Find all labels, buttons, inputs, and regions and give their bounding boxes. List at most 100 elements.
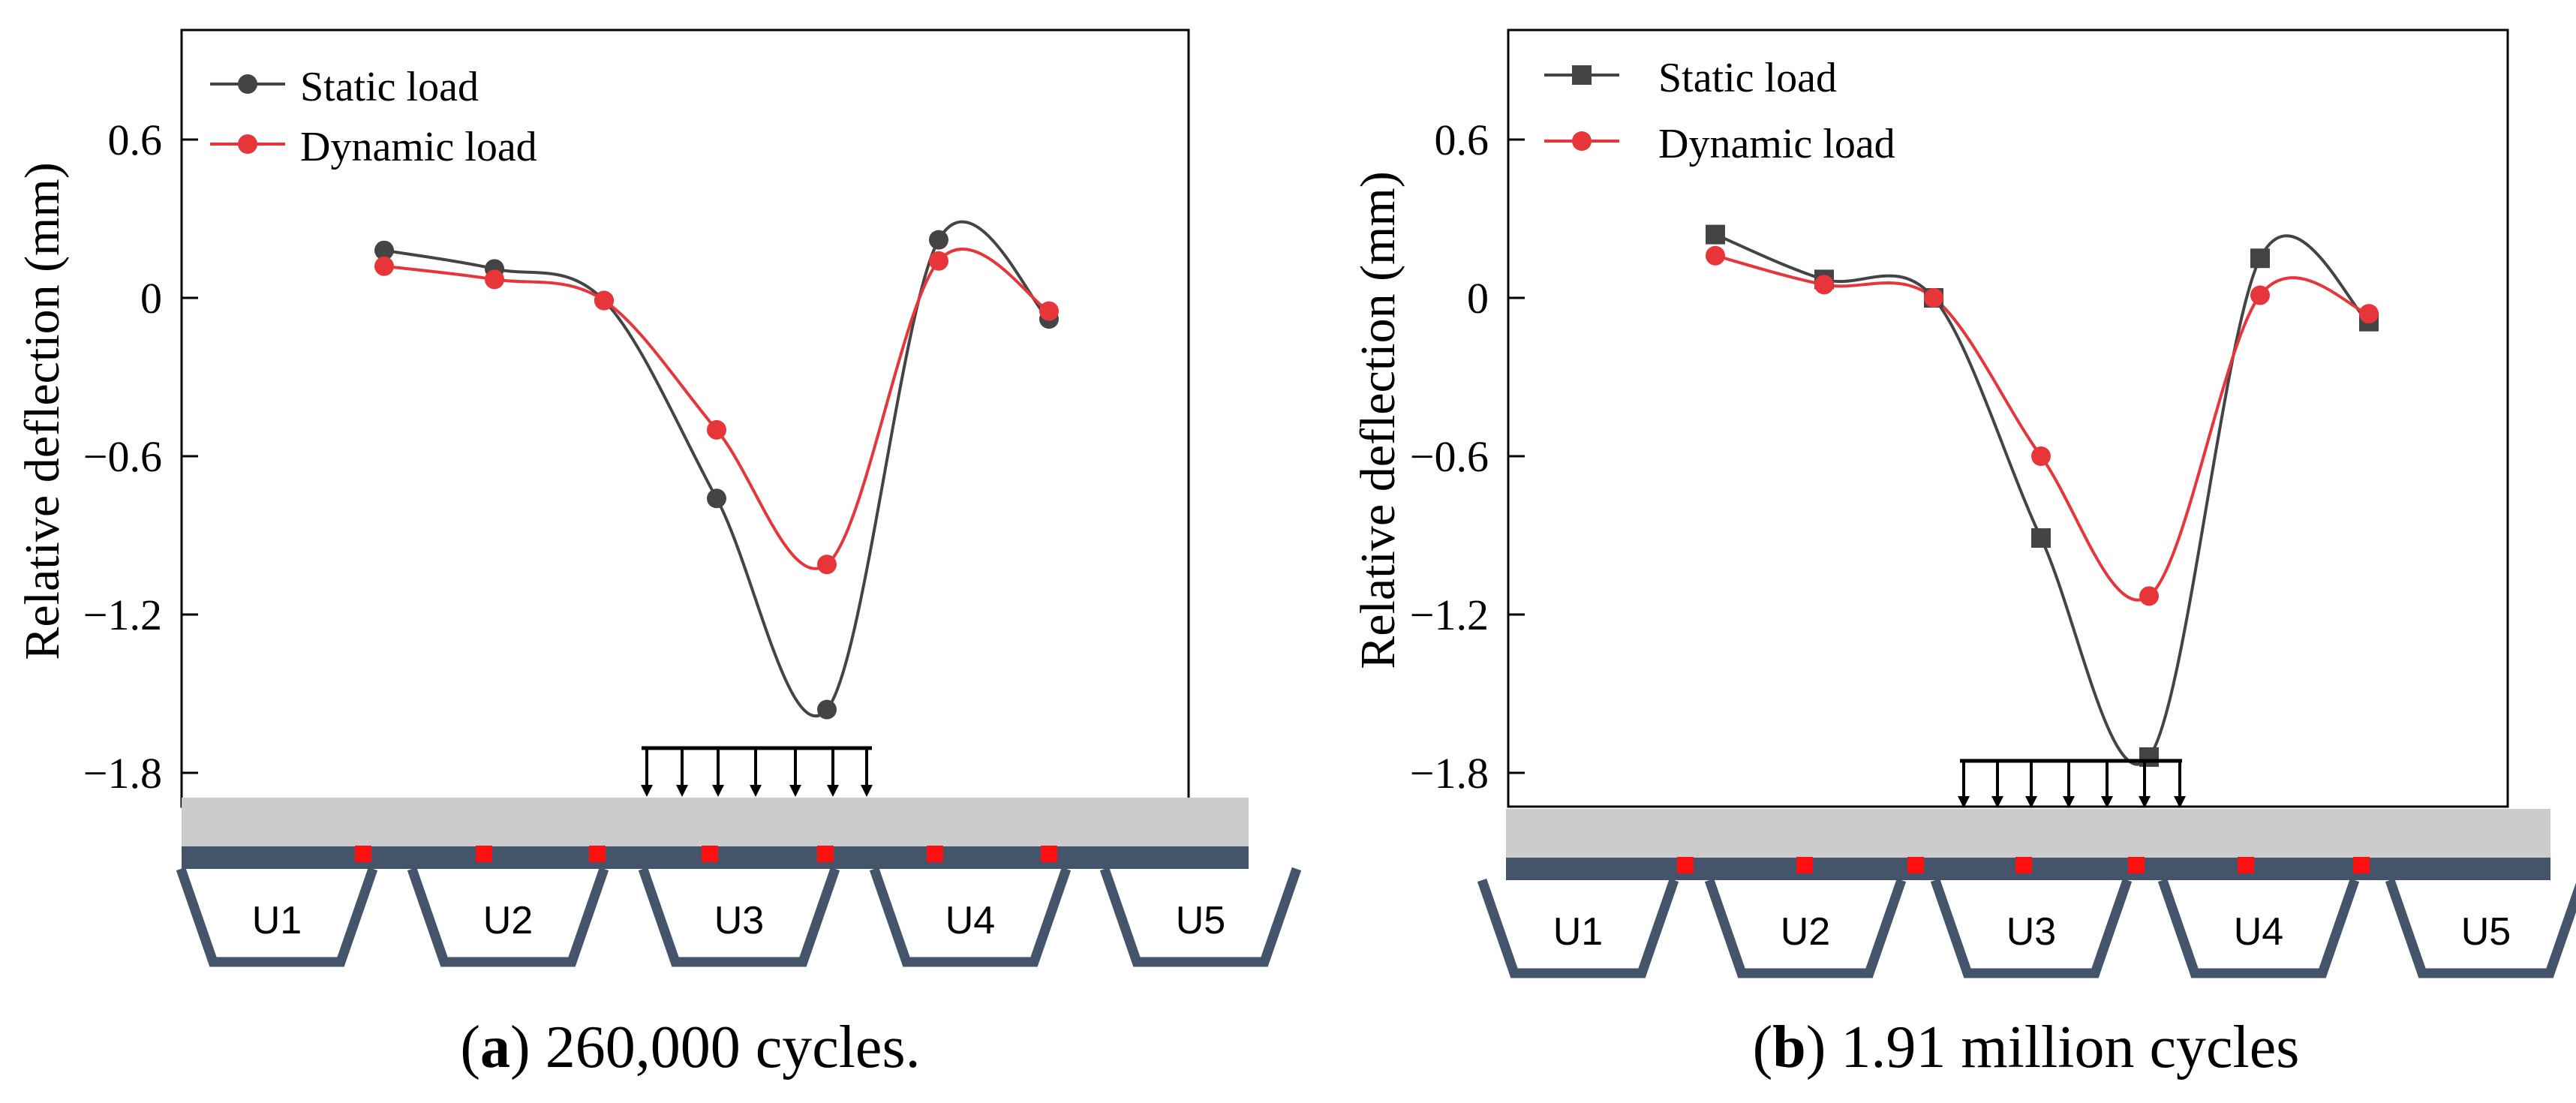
load-arrow-head [2139,796,2151,808]
measuring-point [927,846,943,862]
u-rib-label: U1 [1553,910,1603,954]
panel-a-caption-text: 260,000 cycles. [531,1014,921,1080]
load-arrow-head [789,785,801,797]
measuring-point [355,846,371,862]
panel-b-caption-letter: b [1772,1014,1806,1080]
y-tick-label: −1.8 [1410,749,1489,798]
panel-b-caption: (b) 1.91 million cycles [1753,1014,2300,1080]
u-rib-label: U2 [483,899,533,942]
dynamic-load-point [485,269,504,290]
panel-a-legend-static-marker [238,74,257,94]
u-rib-label: U4 [945,899,995,942]
dynamic-load-point [2359,304,2379,324]
panel-b-legend: Static load Dynamic load [1544,55,1895,167]
static-load-point [817,699,837,720]
u-rib-label: U1 [252,899,302,942]
static-load-line [1715,233,2370,766]
panel-b-legend-static-label: Static load [1658,55,1837,101]
dynamic-load-point [2031,446,2051,467]
load-arrow-head [1991,796,2003,808]
load-arrow-head [750,785,762,797]
measuring-point [589,846,606,862]
dynamic-load-point [817,555,837,575]
u-rib-outline [2385,878,2576,978]
load-arrow-head [861,785,873,797]
u-rib-outline [176,867,378,967]
panel-b-legend-dynamic-label: Dynamic load [1658,121,1895,167]
dynamic-load-point [594,290,614,311]
u-rib-outline [1477,878,1679,978]
load-arrow-head [676,785,688,797]
u-rib-outline [1930,878,2133,978]
load-arrow-head [2174,796,2186,808]
panel-a-y-axis-title: Relative deflection (mm) [15,162,70,660]
panel-b-deck-section: U1 U2 U3 U4 U5 [1477,809,2576,978]
panel-a-load-arrows [641,746,873,797]
dynamic-load-point [2139,586,2159,606]
panel-b-caption-text: 1.91 million cycles [1826,1014,2299,1080]
static-load-point [2250,248,2270,269]
measuring-point [1041,846,1057,862]
panel-a-legend-dynamic-marker [238,134,257,154]
measuring-point [476,846,492,862]
dynamic-load-point [1039,301,1059,321]
y-tick-label: −1.2 [1410,591,1489,639]
panel-b-plot-frame [1507,29,2509,808]
y-tick-label: 0 [1467,274,1489,323]
y-tick-label: −1.2 [83,591,162,639]
u-rib-outline [1099,867,1302,967]
panel-a: 0.6 0 −0.6 −1.2 −1.8 Relative deflection (mm… [15,29,1302,1080]
measuring-point [2128,857,2145,873]
panel-b-load-arrows [1958,759,2186,808]
u-rib-label: U5 [2461,910,2511,954]
u-rib-label: U3 [714,899,764,942]
load-arrow-head [2063,796,2075,808]
dynamic-load-point [1706,245,1725,266]
u-rib-outline [638,867,840,967]
load-arrow-head [2101,796,2113,808]
panel-a-caption-letter: a [480,1014,510,1080]
panel-a-y-axis: 0.6 0 −0.6 −1.2 −1.8 [83,116,198,798]
panel-b-y-axis-title: Relative deflection (mm) [1351,171,1405,669]
u-rib-label: U4 [2234,910,2283,954]
u-rib-label: U5 [1176,899,1225,942]
measuring-point [2353,857,2370,873]
dynamic-load-point [1814,275,1834,295]
y-tick-label: −0.6 [83,432,162,481]
dynamic-load-point [929,251,948,271]
deck-pavement [182,798,1249,846]
dynamic-load-point [374,256,394,276]
static-load-point [2139,747,2159,767]
panel-b-y-axis: 0.6 0 −0.6 −1.2 −1.8 [1410,116,1525,798]
measuring-point [1796,857,1813,873]
static-load-point [2031,528,2051,548]
y-tick-label: 0 [140,274,162,323]
panel-a-legend-static-label: Static load [300,64,479,110]
load-arrow-head [1958,796,1970,808]
load-arrow-head [2025,796,2037,808]
measuring-point [702,846,718,862]
load-arrow-head [712,785,724,797]
panel-a-legend: Static load Dynamic load [210,64,537,170]
y-tick-label: −0.6 [1410,432,1489,481]
measuring-point [2238,857,2254,873]
deck-pavement [1506,809,2550,858]
dynamic-load-point [1924,288,1943,308]
y-tick-label: 0.6 [1435,116,1489,164]
dynamic-load-point [2250,285,2270,305]
u-rib-label: U3 [2006,910,2056,954]
y-tick-label: −1.8 [83,749,162,798]
u-rib-outline [869,867,1072,967]
panel-a-legend-dynamic-label: Dynamic load [300,124,537,170]
panel-b-legend-static-marker [1572,65,1592,85]
load-arrow-head [641,785,653,797]
static-load-point [929,230,948,250]
static-load-point [1706,224,1725,245]
static-load-point [374,240,394,260]
u-rib-outline [1704,878,1907,978]
measuring-point [1907,857,1924,873]
u-rib-outline [407,867,609,967]
measuring-point [817,846,834,862]
dynamic-load-point [707,419,726,440]
